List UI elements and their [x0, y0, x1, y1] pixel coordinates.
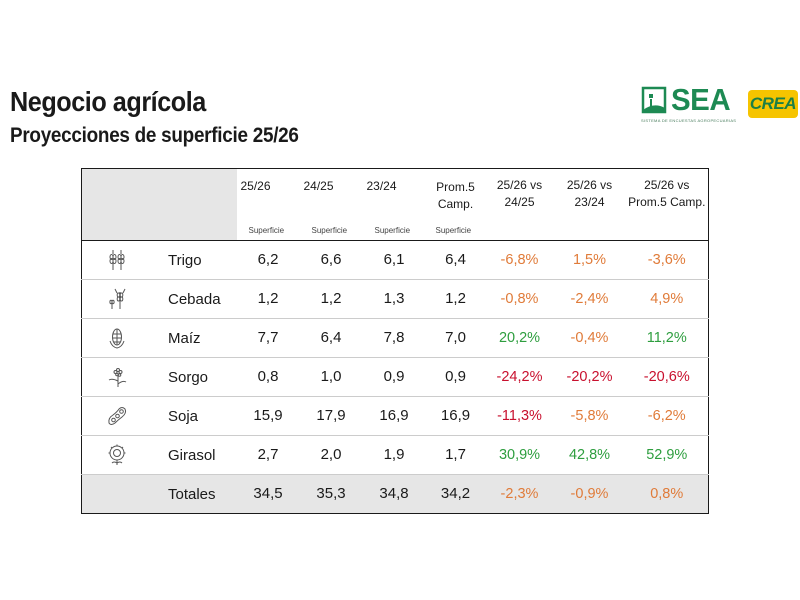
header-blank-cell	[81, 168, 237, 241]
total-change-cell: -0,9%	[553, 474, 626, 514]
value-cell: 2,0	[299, 435, 363, 475]
comparison-header: 25/26 vs Prom.5 Camp.	[625, 168, 709, 241]
total-value-cell: 34,5	[236, 474, 300, 514]
value-cell: 17,9	[299, 396, 363, 436]
change-cell: 11,2%	[625, 318, 709, 358]
change-cell: -0,4%	[553, 318, 626, 358]
value-cell: 6,4	[299, 318, 363, 358]
sea-logo-tagline: SISTEMA DE ENCUESTAS AGROPECUARIAS	[641, 118, 737, 123]
change-cell: 4,9%	[625, 279, 709, 319]
table-row: Trigo 6,2 6,6 6,1 6,4 -6,8% 1,5% -3,6%	[81, 240, 709, 280]
change-cell: -0,8%	[485, 279, 554, 319]
total-change-cell: -2,3%	[485, 474, 554, 514]
sea-logo-icon	[641, 86, 667, 114]
value-cell: 2,7	[236, 435, 300, 475]
page-title: Negocio agrícola	[10, 86, 206, 117]
change-cell: -3,6%	[625, 240, 709, 280]
column-header: 24/25 Superficie	[299, 168, 363, 241]
value-cell: 1,2	[236, 279, 300, 319]
totals-row: Totales 34,5 35,3 34,8 34,2 -2,3% -0,9% …	[81, 474, 709, 514]
soybean-icon	[108, 407, 127, 425]
table-row: Maíz 7,7 6,4 7,8 7,0 20,2% -0,4% 11,2%	[81, 318, 709, 358]
change-cell: 30,9%	[485, 435, 554, 475]
column-header: 23/24 Superficie	[362, 168, 426, 241]
change-cell: 20,2%	[485, 318, 554, 358]
page-subtitle: Proyecciones de superficie 25/26	[10, 124, 299, 147]
table-row: Girasol 2,7 2,0 1,9 1,7 30,9% 42,8% 52,9…	[81, 435, 709, 475]
value-cell: 1,2	[425, 279, 486, 319]
crop-name: Girasol	[168, 447, 216, 464]
crop-name: Maíz	[168, 330, 201, 347]
comparison-header: 25/26 vs 24/25	[485, 168, 554, 241]
crop-name: Soja	[168, 408, 199, 425]
value-cell: 15,9	[236, 396, 300, 436]
table-header-row: 25/26 Superficie 24/25 Superficie 23/24 Sup…	[81, 168, 709, 241]
wheat-icon	[109, 250, 125, 270]
crop-name: Trigo	[168, 252, 202, 269]
sea-logo-text: SEA	[671, 82, 731, 117]
sorghum-icon	[108, 368, 127, 387]
value-cell: 0,9	[425, 357, 486, 397]
corn-icon	[109, 328, 125, 349]
total-value-cell: 34,2	[425, 474, 486, 514]
value-cell: 1,3	[362, 279, 426, 319]
value-cell: 1,9	[362, 435, 426, 475]
change-cell: -2,4%	[553, 279, 626, 319]
crop-name: Cebada	[168, 291, 221, 308]
value-cell: 7,7	[236, 318, 300, 358]
change-cell: 42,8%	[553, 435, 626, 475]
value-cell: 0,9	[362, 357, 426, 397]
value-cell: 6,6	[299, 240, 363, 280]
sunflower-icon	[108, 444, 126, 465]
change-cell: -11,3%	[485, 396, 554, 436]
change-cell: -6,8%	[485, 240, 554, 280]
crop-name: Sorgo	[168, 369, 209, 386]
value-cell: 6,4	[425, 240, 486, 280]
total-change-cell: 0,8%	[625, 474, 709, 514]
value-cell: 1,7	[425, 435, 486, 475]
sea-logo: SEA SISTEMA DE ENCUESTAS AGROPECUARIAS	[641, 82, 741, 123]
surface-projection-table: 25/26 Superficie 24/25 Superficie 23/24 Sup…	[81, 168, 709, 514]
value-cell: 7,0	[425, 318, 486, 358]
change-cell: -20,6%	[625, 357, 709, 397]
column-header: Prom.5 Camp. Superficie	[425, 168, 486, 241]
value-cell: 1,2	[299, 279, 363, 319]
value-cell: 0,8	[236, 357, 300, 397]
barley-icon	[109, 288, 126, 309]
change-cell: 52,9%	[625, 435, 709, 475]
value-cell: 7,8	[362, 318, 426, 358]
value-cell: 1,0	[299, 357, 363, 397]
column-header: 25/26 Superficie	[236, 168, 300, 241]
change-cell: -20,2%	[553, 357, 626, 397]
change-cell: -5,8%	[553, 396, 626, 436]
value-cell: 6,1	[362, 240, 426, 280]
value-cell: 6,2	[236, 240, 300, 280]
change-cell: 1,5%	[553, 240, 626, 280]
value-cell: 16,9	[362, 396, 426, 436]
table-row: Cebada 1,2 1,2 1,3 1,2 -0,8% -2,4% 4,9%	[81, 279, 709, 319]
total-value-cell: 35,3	[299, 474, 363, 514]
table-row: Soja 15,9 17,9 16,9 16,9 -11,3% -5,8% -6…	[81, 396, 709, 436]
value-cell: 16,9	[425, 396, 486, 436]
change-cell: -24,2%	[485, 357, 554, 397]
comparison-header: 25/26 vs 23/24	[553, 168, 626, 241]
crea-logo: CREA	[748, 90, 798, 118]
table-row: Sorgo 0,8 1,0 0,9 0,9 -24,2% -20,2% -20,…	[81, 357, 709, 397]
change-cell: -6,2%	[625, 396, 709, 436]
totals-label: Totales	[168, 486, 216, 503]
total-value-cell: 34,8	[362, 474, 426, 514]
